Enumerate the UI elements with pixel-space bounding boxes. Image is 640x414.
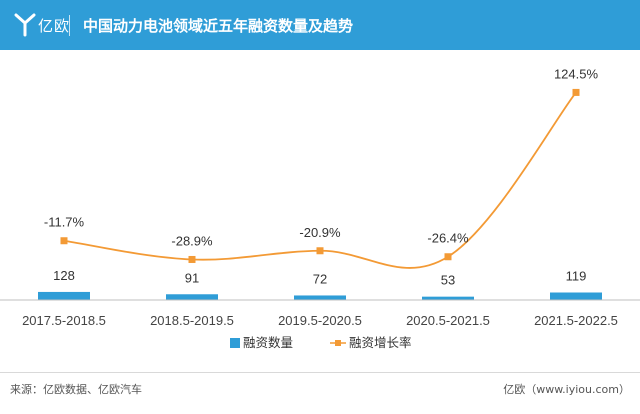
bar-label-0: 128: [53, 268, 75, 283]
legend-line-marker: [335, 340, 341, 346]
x-tick-label-2: 2019.5-2020.5: [278, 313, 362, 328]
legend-bar-label: 融资数量: [243, 335, 293, 350]
line-point-3: [444, 253, 452, 261]
line-label-1: -28.9%: [171, 233, 213, 248]
line-label-0: -11.7%: [44, 215, 85, 230]
bar-label-3: 53: [441, 273, 455, 288]
header-divider: [69, 15, 70, 36]
line-point-0: [60, 237, 68, 245]
legend-bar-swatch: [230, 338, 240, 348]
footer-site: 亿欧（www.iyiou.com）: [503, 383, 630, 396]
bar-label-1: 91: [185, 270, 199, 285]
bar-label-2: 72: [313, 271, 327, 286]
bar-label-4: 119: [566, 269, 587, 284]
line-point-4: [572, 88, 580, 96]
bar-4: [550, 292, 602, 300]
x-tick-label-0: 2017.5-2018.5: [22, 313, 106, 328]
header-bar: 亿欧 中国动力电池领域近五年融资数量及趋势: [0, 0, 640, 50]
line-point-1: [188, 255, 196, 263]
chart: 128 91 72 53 119 2017.5-2018.5 2018.5-2019.5 20…: [0, 66, 640, 350]
line-label-3: -26.4%: [427, 231, 469, 246]
growth-rate-line: [63, 91, 577, 269]
line-label-2: -20.9%: [299, 225, 341, 240]
footer-divider: [0, 372, 640, 373]
bar-1: [166, 294, 218, 300]
bar-3: [422, 296, 474, 300]
bar-2: [294, 295, 346, 300]
x-tick-label-4: 2021.5-2022.5: [534, 313, 618, 328]
x-tick-label-3: 2020.5-2021.5: [406, 313, 490, 328]
footer-source: 来源：亿欧数据、亿欧汽车: [10, 383, 142, 396]
logo-icon: [14, 13, 36, 37]
line-point-2: [316, 247, 324, 255]
bar-0: [38, 291, 90, 300]
line-label-4: 124.5%: [554, 66, 599, 81]
page-title: 中国动力电池领域近五年融资数量及趋势: [83, 17, 354, 35]
logo-text: 亿欧: [38, 17, 71, 35]
legend-line-label: 融资增长率: [349, 335, 412, 350]
x-tick-label-1: 2018.5-2019.5: [150, 313, 234, 328]
